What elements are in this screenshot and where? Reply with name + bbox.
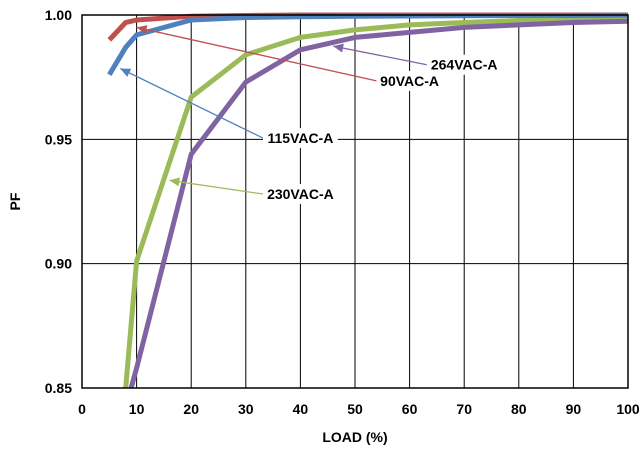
x-tick-label: 50 xyxy=(347,401,363,417)
annotation-264vac-a: 264VAC-A xyxy=(333,43,502,75)
plot-frame xyxy=(81,14,629,389)
annotation-90vac-a: 90VAC-A xyxy=(136,25,443,91)
annotation-label-bg xyxy=(263,128,338,149)
y-tick-label: 1.00 xyxy=(45,7,72,23)
annotation-label: 115VAC-A xyxy=(267,130,333,146)
annotation-label-bg xyxy=(426,54,502,75)
annotation-leader xyxy=(333,45,427,66)
annotation-115vac-a: 115VAC-A xyxy=(119,67,338,149)
annotation-label-bg xyxy=(263,184,338,205)
series-line-264vac-a xyxy=(128,18,629,389)
annotation-arrowhead xyxy=(120,68,132,77)
annotation-label: 230VAC-A xyxy=(267,186,334,202)
y-axis-ticks: 0.85 0.90 0.95 1.00 xyxy=(45,7,72,396)
x-tick-label: 90 xyxy=(566,401,582,417)
y-tick-label: 0.95 xyxy=(45,131,72,147)
y-tick-label: 0.85 xyxy=(45,380,72,396)
x-tick-label: 0 xyxy=(78,401,86,417)
series-lines xyxy=(107,12,629,389)
annotation-arrowhead xyxy=(136,25,148,35)
x-tick-label: 40 xyxy=(293,401,309,417)
annotation-label: 90VAC-A xyxy=(380,73,439,89)
x-axis-label: LOAD (%) xyxy=(322,429,387,445)
x-tick-label: 80 xyxy=(511,401,527,417)
annotations: 90VAC-A 115VAC-A 230VAC-A 264VAC-A xyxy=(119,25,502,205)
x-tick-label: 20 xyxy=(183,401,199,417)
annotation-arrowhead xyxy=(333,43,344,53)
annotation-label: 264VAC-A xyxy=(431,57,498,73)
annotation-label-bg xyxy=(376,70,443,91)
annotation-leader xyxy=(119,67,264,139)
annotation-leader xyxy=(169,179,264,195)
annotation-230vac-a: 230VAC-A xyxy=(169,177,338,205)
y-axis-label: PF xyxy=(7,192,23,210)
x-tick-label: 10 xyxy=(129,401,145,417)
series-line-230vac-a xyxy=(123,16,629,389)
x-axis-ticks: 0 10 20 30 40 50 60 70 80 90 100 xyxy=(78,401,639,417)
x-tick-label: 100 xyxy=(616,401,639,417)
x-tick-label: 70 xyxy=(456,401,472,417)
x-tick-label: 60 xyxy=(402,401,418,417)
annotation-leader xyxy=(136,26,377,82)
grid xyxy=(81,14,629,389)
annotation-arrowhead xyxy=(169,177,180,187)
x-tick-label: 30 xyxy=(238,401,254,417)
y-tick-label: 0.90 xyxy=(45,256,72,272)
